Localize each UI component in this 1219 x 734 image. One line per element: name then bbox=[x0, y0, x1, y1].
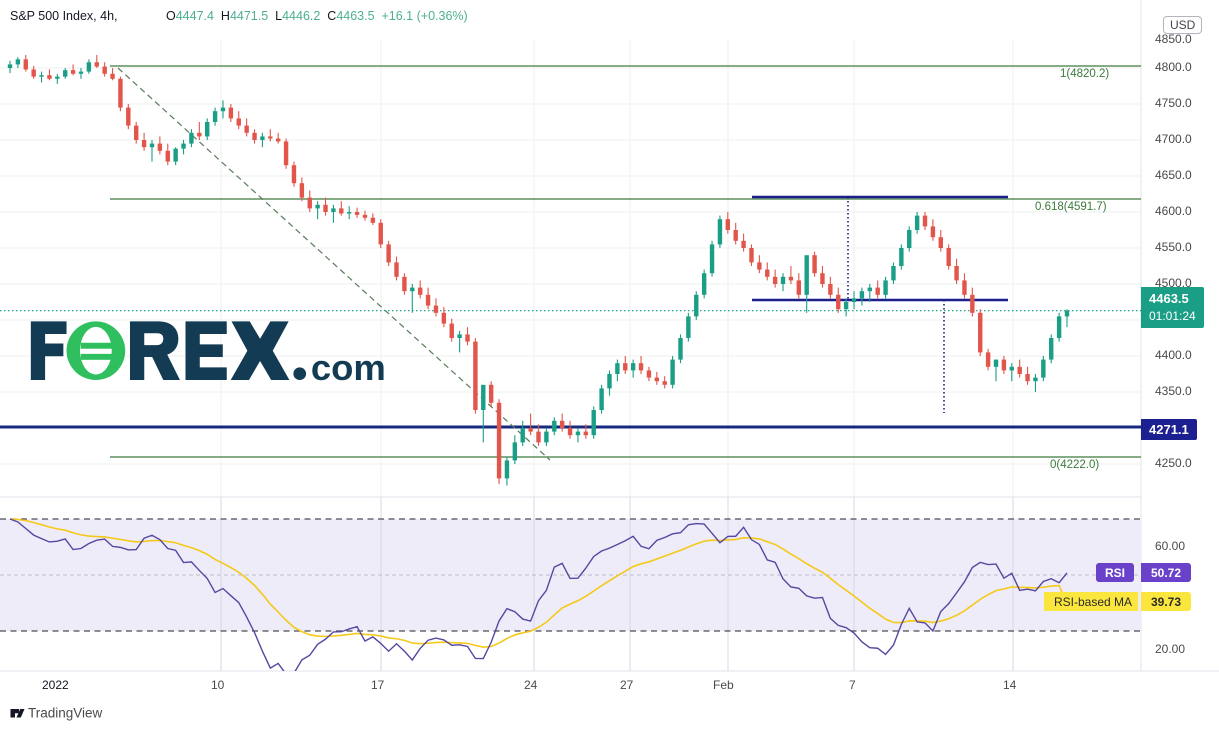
svg-text:TradingView: TradingView bbox=[28, 707, 103, 721]
svg-text:com: com bbox=[311, 347, 386, 388]
